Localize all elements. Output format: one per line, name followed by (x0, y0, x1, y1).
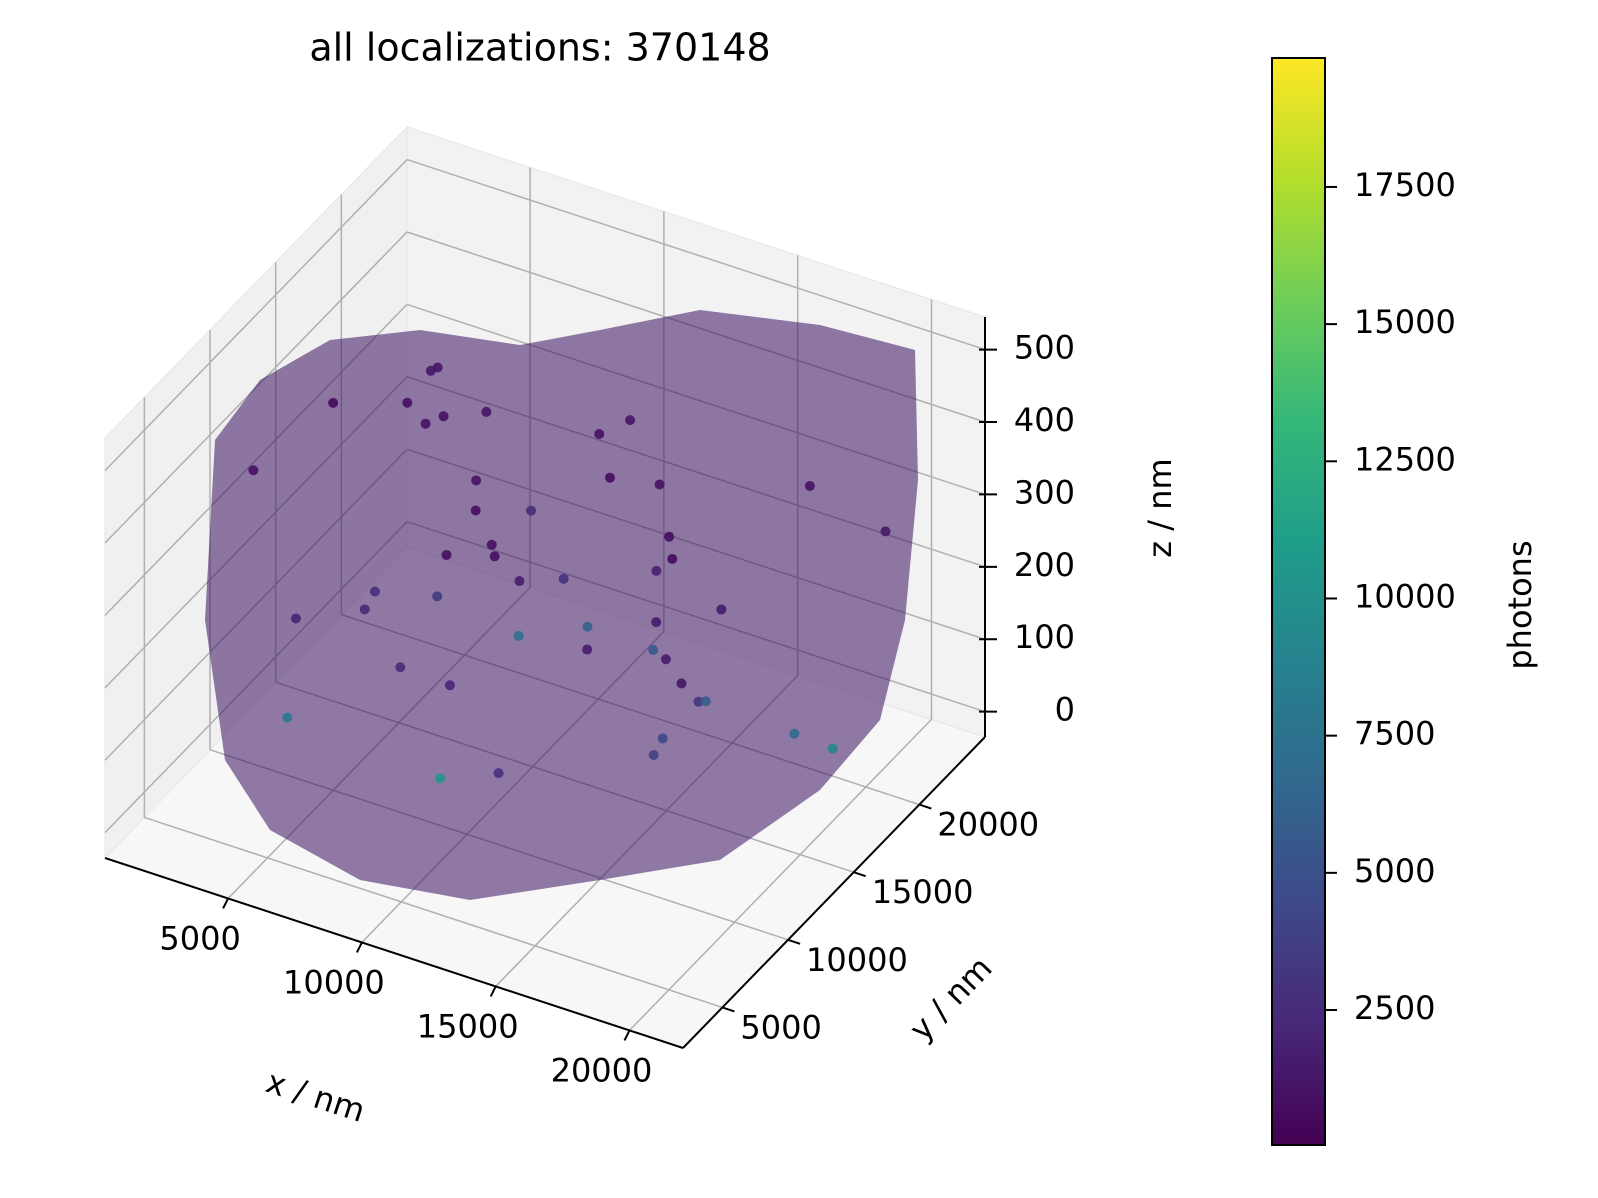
data-point (432, 591, 443, 602)
data-point (582, 644, 593, 655)
y-tick (853, 871, 867, 878)
data-point (513, 630, 524, 641)
data-point (558, 573, 569, 584)
data-point (282, 712, 293, 723)
z-tick-label: 0 (1055, 691, 1075, 729)
x-tick (222, 898, 229, 909)
grid-line (628, 718, 933, 1031)
x-tick-label: 15000 (417, 1007, 519, 1045)
data-point (625, 415, 636, 426)
data-point (526, 505, 537, 516)
z-tick-label: 400 (1014, 401, 1075, 439)
data-point (489, 551, 500, 562)
data-point (328, 397, 339, 408)
data-point (651, 565, 662, 576)
colorbar-tick-label: 17500 (1354, 166, 1456, 204)
data-point (290, 613, 301, 624)
data-point (471, 475, 482, 486)
colorbar-tick-label: 7500 (1354, 715, 1435, 753)
data-point (402, 397, 413, 408)
x-tick-label: 5000 (159, 919, 240, 957)
data-point (667, 553, 678, 564)
data-point (657, 733, 668, 744)
colorbar-tick-label: 5000 (1354, 852, 1435, 890)
data-point (514, 576, 525, 587)
data-point (880, 526, 891, 537)
data-point (604, 472, 615, 483)
data-point (369, 586, 380, 597)
x-axis (104, 857, 684, 1049)
z-tick-label: 100 (1014, 618, 1075, 656)
data-point (248, 465, 259, 476)
data-point (660, 654, 671, 665)
data-point (693, 696, 704, 707)
x-tick (623, 1029, 631, 1041)
x-tick (355, 941, 363, 953)
z-tick-label: 500 (1014, 329, 1075, 367)
data-point (664, 531, 675, 542)
y-axis-label: y / nm (902, 949, 1000, 1048)
data-point (827, 743, 838, 754)
grid-line (406, 158, 986, 351)
data-point (359, 604, 370, 615)
data-point (789, 728, 800, 739)
data-point (435, 773, 446, 784)
data-point (486, 539, 497, 550)
y-axis (682, 736, 986, 1049)
data-point (648, 750, 659, 761)
data-point (648, 645, 659, 656)
data-point (444, 680, 455, 691)
data-point (654, 479, 665, 490)
data-point (438, 411, 449, 422)
point-cloud (205, 310, 918, 900)
grid-line (104, 159, 408, 472)
y-tick-label: 5000 (740, 1008, 821, 1046)
data-point (651, 617, 662, 628)
y-tick (722, 1006, 735, 1013)
colorbar-tick-label: 10000 (1354, 577, 1456, 615)
colorbar-tick-label: 15000 (1354, 303, 1456, 341)
chart-title: all localizations: 370148 (309, 26, 770, 70)
data-point (700, 696, 711, 707)
grid-line (144, 816, 723, 1009)
z-tick-label: 300 (1014, 473, 1075, 511)
data-point (716, 604, 727, 615)
data-point (594, 429, 605, 440)
z-tick-label: 200 (1014, 546, 1075, 584)
y-tick-label: 15000 (872, 873, 974, 911)
data-point (441, 549, 452, 560)
colorbar-tick-label: 2500 (1354, 989, 1435, 1027)
y-tick (787, 938, 801, 945)
data-point (481, 406, 492, 417)
data-point (676, 678, 687, 689)
colorbar-tick-label: 12500 (1354, 440, 1456, 478)
colorbar (1271, 57, 1326, 1146)
x-tick (489, 985, 497, 997)
data-point (470, 505, 481, 516)
data-point (804, 480, 815, 491)
colorbar-label: photons (1501, 540, 1539, 669)
data-point (420, 418, 431, 429)
data-point (395, 662, 406, 673)
data-point (582, 621, 593, 632)
data-point (493, 768, 504, 779)
y-tick (919, 803, 932, 810)
x-tick-label: 20000 (551, 1051, 653, 1089)
y-tick-label: 10000 (806, 941, 908, 979)
x-axis-label: x / nm (261, 1062, 369, 1130)
z-axis-label: z / nm (1141, 458, 1179, 557)
x-tick-label: 10000 (283, 963, 385, 1001)
y-tick-label: 20000 (937, 806, 1039, 844)
data-point (432, 362, 443, 373)
